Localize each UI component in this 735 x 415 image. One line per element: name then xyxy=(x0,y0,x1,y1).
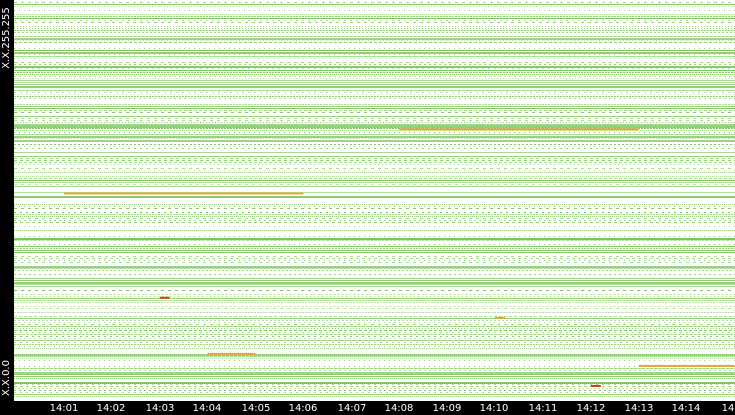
x-tick-label: 14:12 xyxy=(576,403,606,414)
heatmap-row xyxy=(14,186,735,187)
heatmap-row xyxy=(14,86,735,88)
x-tick-label: 14:02 xyxy=(96,403,126,414)
heatmap-highlight-medium xyxy=(399,128,639,131)
x-tick-label: 14:05 xyxy=(241,403,271,414)
x-tick-label: 14:04 xyxy=(192,403,222,414)
x-tick-label: 14:13 xyxy=(624,403,654,414)
heatmap-row xyxy=(14,318,735,319)
heatmap-row xyxy=(14,82,735,83)
heatmap-row xyxy=(14,286,735,287)
heatmap-row xyxy=(14,354,735,356)
heatmap-row xyxy=(14,252,735,253)
heatmap-row xyxy=(14,56,735,57)
heatmap-row xyxy=(14,196,735,198)
heatmap-row xyxy=(14,372,735,374)
heatmap-highlight-medium xyxy=(638,364,735,367)
x-tick-label: 14:07 xyxy=(337,403,367,414)
heatmap-row xyxy=(14,282,735,284)
heatmap-row xyxy=(14,134,735,135)
heatmap-row xyxy=(14,246,735,247)
heatmap-row xyxy=(14,374,735,375)
heatmap-row xyxy=(14,376,735,377)
heatmap-highlight-medium xyxy=(207,352,256,355)
x-tick-label: 14:03 xyxy=(145,403,175,414)
x-tick-label: 14:10 xyxy=(479,403,509,414)
x-tick-label: 14 xyxy=(721,403,735,414)
heatmap-row xyxy=(14,278,735,279)
heatmap-plot-area xyxy=(14,2,735,397)
x-tick-label: 14:08 xyxy=(384,403,414,414)
heatmap-row xyxy=(14,152,735,153)
y-tick-label-top: X.X.255.255 xyxy=(1,7,12,69)
heatmap-row xyxy=(14,140,735,142)
heatmap-row xyxy=(14,124,735,126)
y-axis: X.X.255.255 X.X.0.0 xyxy=(0,0,14,415)
x-tick-label: 14:14 xyxy=(671,403,701,414)
x-axis: 14:01 14:02 14:03 14:04 14:05 14:06 14:0… xyxy=(14,401,735,415)
heatmap-row xyxy=(14,50,735,51)
y-tick-label-bottom: X.X.0.0 xyxy=(1,360,12,396)
heatmap-row xyxy=(14,80,735,81)
heatmap-row xyxy=(14,108,735,109)
heatmap-row xyxy=(14,18,735,19)
heatmap-row xyxy=(14,268,735,269)
heatmap-row xyxy=(14,394,735,395)
heatmap-row xyxy=(14,192,735,193)
heatmap-row xyxy=(14,382,735,384)
heatmap-row xyxy=(14,284,735,285)
heatmap-row xyxy=(14,70,735,71)
heatmap-row xyxy=(14,4,735,5)
heatmap-row xyxy=(14,300,735,301)
heatmap-row xyxy=(14,156,735,157)
heatmap-row xyxy=(14,298,735,299)
heatmap-row xyxy=(14,52,735,54)
heatmap-row xyxy=(14,106,735,107)
heatmap-row xyxy=(14,66,735,68)
x-tick-label: 14:06 xyxy=(288,403,318,414)
heatmap-row xyxy=(14,238,735,240)
heatmap-row xyxy=(14,84,735,85)
heatmap-row xyxy=(14,180,735,181)
x-tick-label: 14:01 xyxy=(49,403,79,414)
heatmap-row xyxy=(14,266,735,268)
heatmap-row xyxy=(14,250,735,251)
heatmap-row xyxy=(14,340,735,341)
heatmap-row xyxy=(14,280,735,281)
heatmap-row xyxy=(14,136,735,138)
y-tick-top: X.X.255.255 xyxy=(0,7,14,69)
heatmap-row xyxy=(14,126,735,128)
heatmap-row xyxy=(14,182,735,183)
x-tick-label: 14:09 xyxy=(432,403,462,414)
heatmap-row xyxy=(14,116,735,117)
heatmap-highlight-medium xyxy=(63,192,304,195)
x-tick-label: 14:11 xyxy=(528,403,558,414)
y-tick-bottom: X.X.0.0 xyxy=(0,358,14,398)
heatmap-row xyxy=(14,38,735,40)
heatmap-highlight-high xyxy=(159,296,170,299)
heatmap-highlight-high xyxy=(590,384,601,387)
heatmap-highlight-medium xyxy=(495,316,505,319)
